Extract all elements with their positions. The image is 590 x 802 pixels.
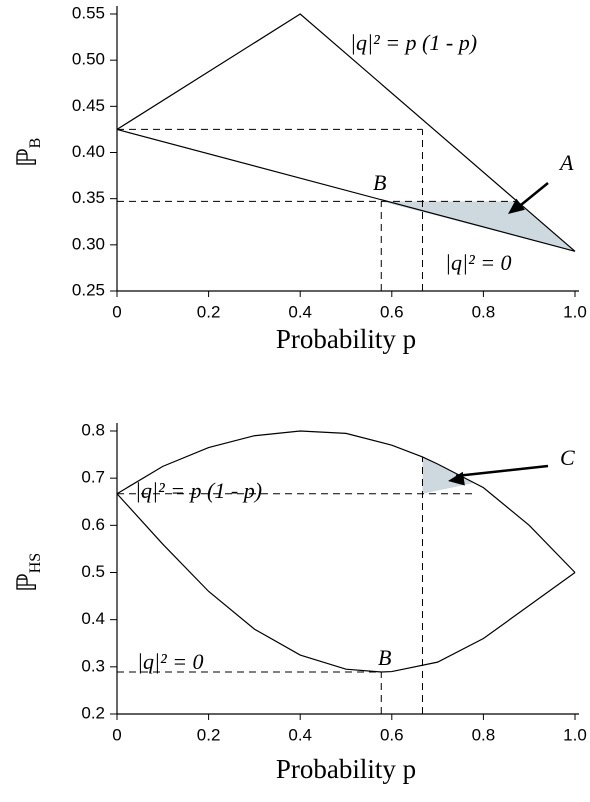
x-tick-label: 0 [112,302,121,321]
y-tick-label: 0.8 [81,420,105,439]
region-label: C [560,445,575,470]
x-axis-label: Probability p [276,324,416,354]
series-label: |q|² = p (1 - p) [135,478,262,503]
y-tick-label: 0.5 [81,562,105,581]
region-label: A [558,150,574,175]
x-tick-label: 0.4 [288,302,312,321]
arrow-head [448,471,465,486]
x-tick-label: 1.0 [563,725,587,744]
y-tick-label: 0.6 [81,515,105,534]
y-axis-label: ℙB [12,138,43,168]
arrow-shaft [515,182,549,210]
y-tick-label: 0.4 [81,609,105,628]
y-tick-label: 0.7 [81,468,105,487]
series-label: |q|² = 0 [445,250,512,275]
y-axis-label-main: ℙ [12,148,42,167]
arrow-head [508,198,525,214]
arrow-shaft [455,464,549,478]
x-tick-label: 0.6 [380,725,404,744]
y-tick-label: 0.25 [72,280,105,299]
y-axis-label-sub: HS [27,553,44,573]
series-label: |q|² = p (1 - p) [350,30,477,55]
x-tick-label: 0.6 [380,302,404,321]
x-axis-label: Probability p [276,754,416,784]
y-tick-label: 0.2 [81,703,105,722]
x-tick-label: 0.4 [288,725,312,744]
y-tick-label: 0.45 [72,96,105,115]
series-line [116,493,576,673]
y-tick-label: 0.40 [72,142,105,161]
x-tick-label: 0 [112,725,121,744]
y-tick-label: 0.50 [72,50,105,69]
point-label: B [373,170,386,195]
series-line [116,13,576,252]
x-tick-label: 1.0 [563,302,587,321]
y-axis-label-sub: B [27,138,44,149]
series-line [116,430,576,573]
series-label: |q|² = 0 [137,649,204,674]
x-tick-label: 0.2 [197,302,221,321]
y-tick-label: 0.35 [72,188,105,207]
series-line [116,128,576,252]
y-tick-label: 0.3 [81,656,105,675]
y-axis-label-main: ℙ [12,573,42,592]
y-tick-label: 0.55 [72,3,105,22]
y-tick-label: 0.30 [72,234,105,253]
y-axis-label: ℙHS [12,553,43,592]
x-tick-label: 0.8 [472,302,496,321]
x-tick-label: 0.2 [197,725,221,744]
point-label: B [378,645,391,670]
x-tick-label: 0.8 [472,725,496,744]
